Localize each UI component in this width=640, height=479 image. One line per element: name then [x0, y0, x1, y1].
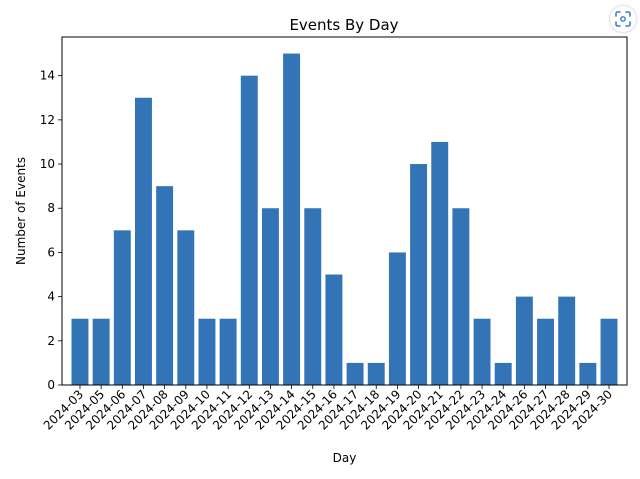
bar-2024-11: [219, 318, 237, 385]
bar-2024-19: [388, 252, 406, 385]
bar-2024-18: [367, 362, 385, 385]
x-axis: 2024-032024-052024-062024-072024-082024-…: [41, 385, 615, 433]
bar-2024-15: [304, 208, 322, 385]
bar-2024-29: [579, 362, 597, 385]
y-tick-label: 0: [47, 378, 55, 392]
bar-2024-30: [600, 318, 618, 385]
bars-group: [71, 53, 618, 386]
bar-2024-08: [156, 186, 174, 385]
y-tick-label: 14: [40, 69, 55, 83]
y-axis-label: Number of Events: [14, 157, 28, 265]
bar-2024-16: [325, 274, 343, 385]
bar-2024-03: [71, 318, 89, 385]
scan-button[interactable]: [610, 6, 636, 32]
bar-2024-24: [494, 362, 512, 385]
y-tick-label: 10: [40, 157, 55, 171]
bar-2024-07: [135, 97, 152, 385]
bar-2024-12: [240, 75, 258, 386]
bar-2024-20: [410, 164, 428, 385]
bar-2024-10: [198, 318, 216, 385]
bar-2024-27: [537, 318, 554, 385]
bar-2024-26: [515, 296, 533, 385]
bar-2024-23: [473, 318, 491, 385]
bar-2024-28: [558, 296, 576, 385]
y-tick-label: 8: [47, 201, 55, 215]
bar-2024-21: [431, 141, 449, 385]
plot-frame: [61, 36, 628, 386]
bar-2024-09: [177, 230, 195, 385]
screenshot-scan-icon: [615, 11, 631, 27]
bar-2024-05: [92, 318, 110, 385]
bar-2024-06: [113, 230, 131, 385]
x-axis-label: Day: [333, 451, 357, 465]
bar-2024-13: [261, 208, 279, 385]
chart-title: Events By Day: [289, 16, 398, 34]
bar-2024-22: [452, 208, 470, 385]
y-tick-label: 4: [47, 290, 55, 304]
y-tick-label: 2: [47, 334, 55, 348]
y-tick-label: 6: [47, 245, 55, 259]
y-tick-label: 12: [40, 113, 55, 127]
bar-2024-17: [346, 362, 364, 385]
bar-2024-14: [283, 53, 301, 385]
y-axis: 0 2 4 6 8 10 12 14: [40, 69, 62, 392]
